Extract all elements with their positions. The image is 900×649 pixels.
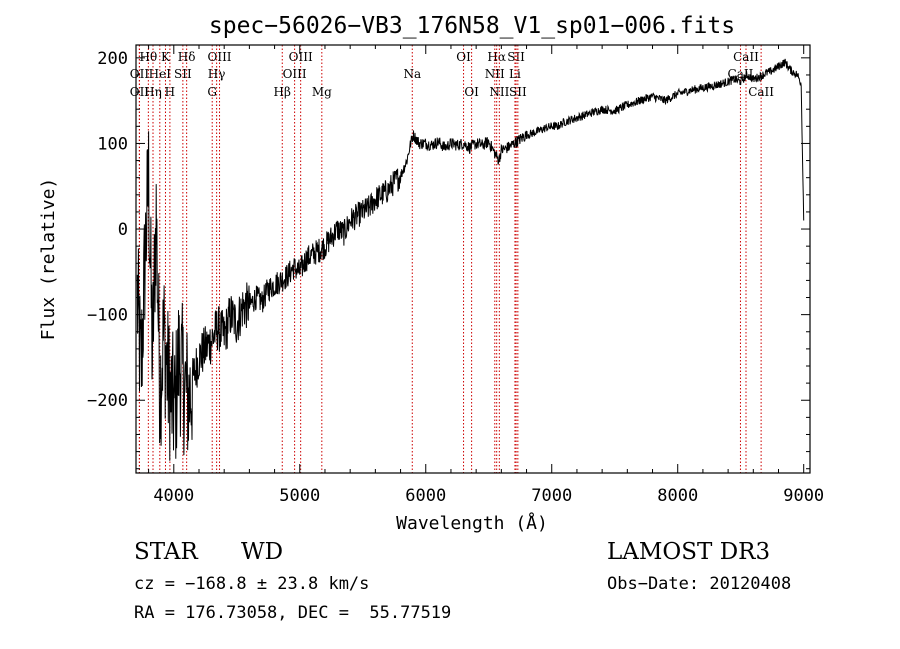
line-marker-label-10: Hγ	[208, 67, 226, 81]
line-marker-label-4: HeI	[149, 67, 172, 81]
line-marker-label-13: OIII	[283, 67, 307, 81]
x-tick-label: 5000	[279, 486, 320, 506]
y-tick-label: 200	[97, 49, 128, 69]
line-marker-label-18: OI	[464, 85, 479, 99]
line-marker-label-11: G	[207, 85, 217, 99]
line-marker-label-23: NII	[489, 85, 509, 99]
line-marker-label-25: CaII	[733, 50, 759, 64]
y-axis-label: Flux (relative)	[38, 178, 59, 341]
line-marker-label-9: OIII	[207, 50, 231, 64]
x-tick-label: 8000	[657, 486, 698, 506]
y-tick-label: −200	[87, 391, 128, 411]
line-marker-label-14: Hβ	[274, 85, 291, 99]
x-axis-label: Wavelength (Å)	[396, 512, 548, 534]
line-marker-label-1: K	[161, 50, 171, 64]
line-marker-label-16: Na	[403, 67, 421, 81]
line-marker-label-12: OIII	[289, 50, 313, 64]
line-marker-label-8: H	[165, 85, 175, 99]
chart-title: spec−56026−VB3_176N58_V1_sp01−006.fits	[209, 13, 735, 39]
redshift-velocity: cz = −168.8 ± 23.8 km/s	[134, 574, 370, 594]
line-marker-label-0: Hθ	[139, 50, 157, 64]
y-tick-label: 0	[118, 220, 128, 240]
x-tick-label: 6000	[405, 486, 446, 506]
coordinates: RA = 176.73058, DEC = 55.77519	[134, 603, 452, 623]
spectrum-line	[136, 58, 805, 461]
line-marker-label-22: Li	[509, 67, 521, 81]
y-axis: −200 −100 0 100 200	[87, 49, 810, 470]
plot-area	[136, 58, 805, 461]
x-axis: 4000 5000 6000 7000 8000 9000	[148, 45, 824, 506]
line-marker-label-7: Hη	[144, 85, 162, 99]
survey-name: LAMOST DR3	[607, 539, 771, 565]
plot-frame	[135, 44, 811, 474]
line-marker-label-27: CaII	[748, 85, 774, 99]
line-marker-label-2: Hδ	[178, 50, 196, 64]
object-class: STAR	[134, 539, 198, 565]
observation-date: Obs−Date: 20120408	[607, 574, 792, 594]
line-marker-label-15: Mg	[312, 85, 332, 99]
x-tick-label: 4000	[153, 486, 194, 506]
line-marker-label-21: NII	[485, 67, 505, 81]
line-marker-label-17: OI	[456, 50, 471, 64]
y-tick-label: −100	[87, 306, 128, 326]
line-marker-label-5: SII	[174, 67, 192, 81]
x-tick-label: 7000	[531, 486, 572, 506]
line-marker-label-19: Hα	[487, 50, 506, 64]
object-subclass: WD	[241, 539, 284, 565]
y-tick-label: 100	[97, 134, 128, 154]
x-tick-label: 9000	[783, 486, 824, 506]
line-marker-label-24: SII	[509, 85, 527, 99]
line-marker-label-20: SII	[507, 50, 525, 64]
